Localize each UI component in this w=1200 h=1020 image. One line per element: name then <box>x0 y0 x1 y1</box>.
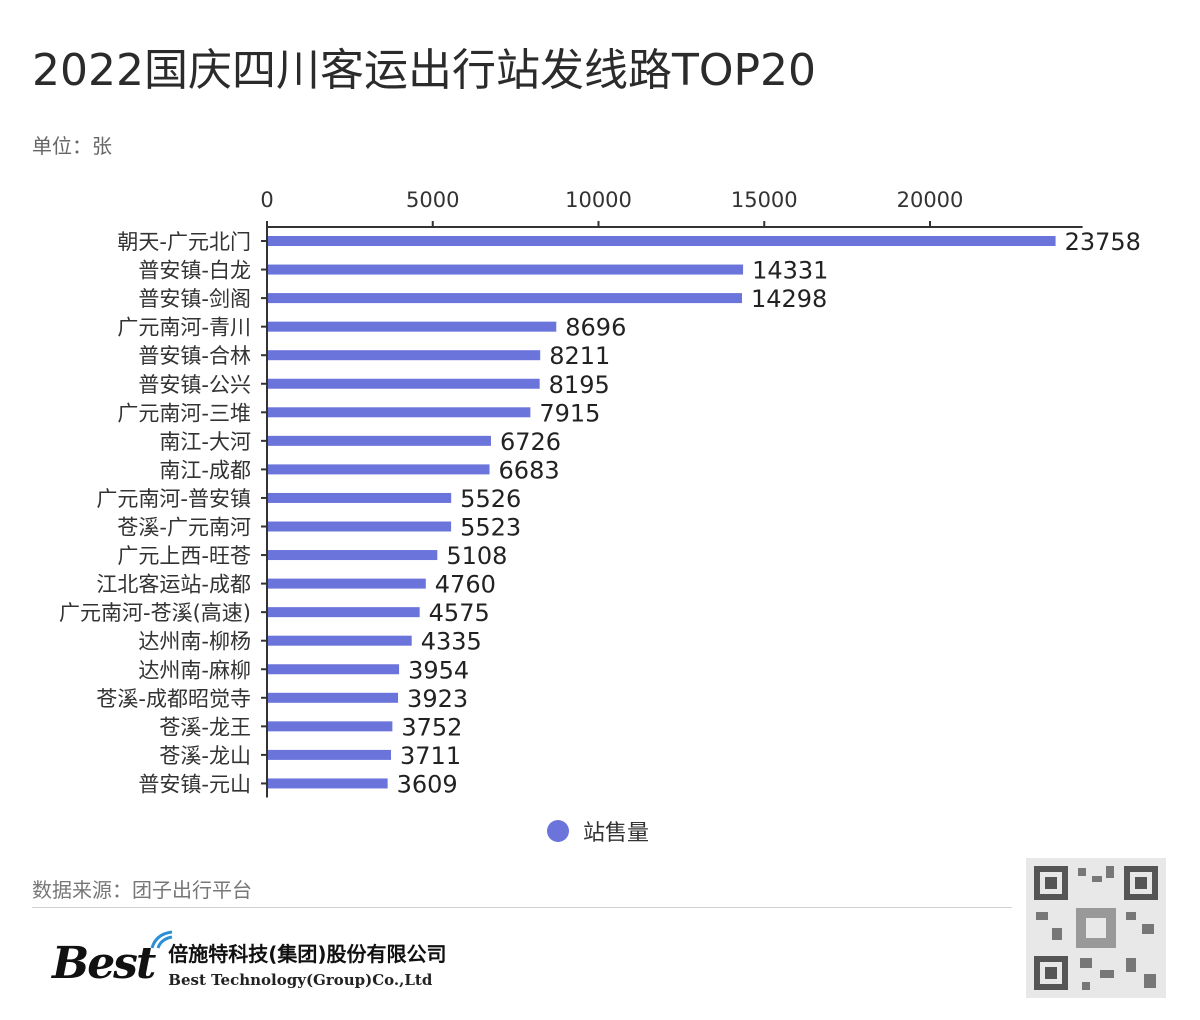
category-label: 朝天-广元北门 <box>117 230 251 254</box>
category-label: 普安镇-白龙 <box>138 259 251 283</box>
bar <box>268 407 531 418</box>
value-label: 5523 <box>460 514 521 542</box>
bar <box>268 264 744 275</box>
bar <box>268 236 1056 246</box>
company-name-en: Best Technology(Group)Co.,Ltd <box>168 971 433 989</box>
bar <box>268 664 400 675</box>
category-label: 普安镇-合林 <box>138 344 251 368</box>
category-label: 广元南河-青川 <box>117 316 251 340</box>
qr-code <box>1026 858 1166 998</box>
category-label: 南江-成都 <box>159 458 251 482</box>
category-label: 苍溪-龙王 <box>159 715 251 739</box>
x-tick-label: 15000 <box>731 188 798 212</box>
category-label: 普安镇-剑阁 <box>138 287 251 311</box>
value-label: 6683 <box>499 456 560 484</box>
company-logo: Best 倍施特科技(集团)股份有限公司 Best Technology(Gro… <box>52 930 447 989</box>
value-label: 4760 <box>435 571 496 599</box>
bar <box>268 464 490 475</box>
x-tick-label: 5000 <box>406 188 459 212</box>
bar <box>268 749 392 760</box>
bar <box>268 378 540 389</box>
value-label: 6726 <box>500 428 561 456</box>
value-label: 7915 <box>539 399 600 427</box>
bar <box>268 492 452 503</box>
bar <box>268 293 742 304</box>
bar <box>268 721 393 732</box>
legend-label: 站售量 <box>583 821 650 846</box>
logo-wordmark: Best <box>52 938 156 989</box>
bar <box>268 607 420 618</box>
value-label: 3609 <box>397 770 458 798</box>
bar <box>268 635 412 646</box>
category-label: 普安镇-元山 <box>138 772 251 796</box>
category-label: 广元上西-旺苍 <box>117 544 251 568</box>
divider <box>32 907 1012 908</box>
value-label: 5108 <box>446 542 507 570</box>
category-label: 达州南-柳杨 <box>138 630 251 654</box>
signal-arc-icon <box>150 930 173 949</box>
category-label: 江北客运站-成都 <box>96 573 251 597</box>
bar <box>268 578 426 589</box>
value-label: 14298 <box>751 285 827 313</box>
category-label: 广元南河-普安镇 <box>96 487 251 511</box>
legend[interactable]: 站售量 <box>547 815 649 847</box>
category-label: 苍溪-广元南河 <box>117 516 251 540</box>
category-label: 南江-大河 <box>159 430 251 454</box>
bar <box>268 350 541 361</box>
legend-marker <box>547 820 569 842</box>
value-label: 3711 <box>400 742 461 770</box>
value-label: 14331 <box>752 257 828 285</box>
company-name-cn: 倍施特科技(集团)股份有限公司 <box>168 942 447 966</box>
value-label: 23758 <box>1065 228 1141 256</box>
value-label: 3752 <box>401 713 462 741</box>
value-label: 4575 <box>429 599 490 627</box>
bar <box>268 521 452 532</box>
category-label: 苍溪-龙山 <box>159 744 251 768</box>
unit-label: 单位：张 <box>32 134 112 158</box>
value-label: 8211 <box>549 342 610 370</box>
category-label: 苍溪-成都昭觉寺 <box>96 687 251 711</box>
chart-title: 2022国庆四川客运出行站发线路TOP20 <box>32 45 817 96</box>
x-tick-label: 10000 <box>565 188 632 212</box>
category-label: 广元南河-苍溪(高速) <box>59 601 251 625</box>
bar <box>268 778 388 789</box>
bar-chart: 0 5000 10000 15000 20000 朝天-广元北门 23758 普安镇-白龙 14… <box>59 188 1141 798</box>
category-label: 普安镇-公兴 <box>138 373 251 397</box>
value-label: 8195 <box>549 371 610 399</box>
value-label: 8696 <box>565 314 626 342</box>
value-label: 3923 <box>407 685 468 713</box>
value-label: 5526 <box>460 485 521 513</box>
value-label: 3954 <box>408 656 469 684</box>
data-source: 数据来源：团子出行平台 <box>32 878 252 902</box>
bar <box>268 435 491 446</box>
bar <box>268 321 557 332</box>
bar <box>268 692 399 703</box>
category-label: 达州南-麻柳 <box>138 658 251 682</box>
x-tick-label: 20000 <box>897 188 964 212</box>
bar <box>268 550 438 561</box>
x-tick-label: 0 <box>260 188 273 212</box>
value-label: 4335 <box>421 628 482 656</box>
category-label: 广元南河-三堆 <box>117 401 251 425</box>
